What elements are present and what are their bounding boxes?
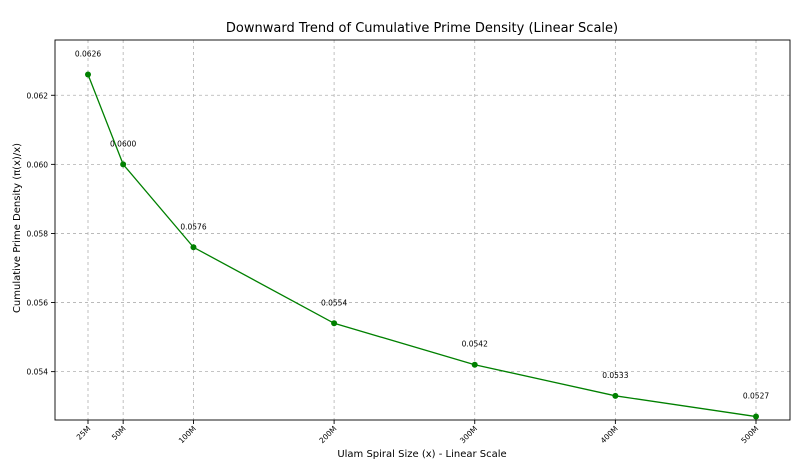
- data-label: 0.0527: [743, 392, 769, 401]
- x-tick-label: 200M: [317, 424, 338, 445]
- data-point: [85, 71, 91, 78]
- x-tick-label: 50M: [110, 424, 128, 442]
- chart-title: Downward Trend of Cumulative Prime Densi…: [226, 21, 618, 36]
- data-label: 0.0554: [321, 298, 347, 307]
- x-tick-label: 25M: [75, 424, 93, 442]
- grid: [55, 40, 790, 420]
- data-label: 0.0542: [462, 340, 488, 349]
- y-axis-label: Cumulative Prime Density (π(x)/x): [12, 143, 23, 313]
- data-point: [331, 320, 338, 327]
- x-tick-label: 500M: [739, 424, 760, 445]
- x-tick-label: 400M: [599, 424, 620, 445]
- x-axis-label: Ulam Spiral Size (x) - Linear Scale: [337, 449, 506, 460]
- y-tick-label: 0.060: [27, 160, 49, 169]
- data-point: [120, 161, 127, 168]
- data-label: 0.0533: [602, 371, 628, 380]
- data-point: [612, 392, 619, 399]
- y-tick-label: 0.058: [27, 229, 49, 238]
- plot-frame: [54, 39, 791, 421]
- data-label: 0.0626: [75, 50, 101, 59]
- data-point: [190, 244, 197, 251]
- x-tick-label: 300M: [458, 424, 479, 445]
- series-layer: 0.0626 0.0600 0.0576 0.0554 0.0542 0.0533 0.05…: [75, 50, 769, 420]
- y-tick-label: 0.056: [27, 299, 49, 308]
- axes: 25M 50M 100M 200M 300M 400M 500M 0.054 0.056 0.05…: [27, 39, 791, 445]
- x-tick-label: 100M: [177, 424, 198, 445]
- data-point: [471, 361, 478, 368]
- series-line: [87, 74, 757, 418]
- y-tick-label: 0.062: [27, 91, 49, 100]
- data-label: 0.0600: [110, 139, 136, 148]
- data-point: [753, 413, 759, 420]
- y-tick-label: 0.054: [27, 368, 49, 377]
- data-label: 0.0576: [180, 222, 206, 231]
